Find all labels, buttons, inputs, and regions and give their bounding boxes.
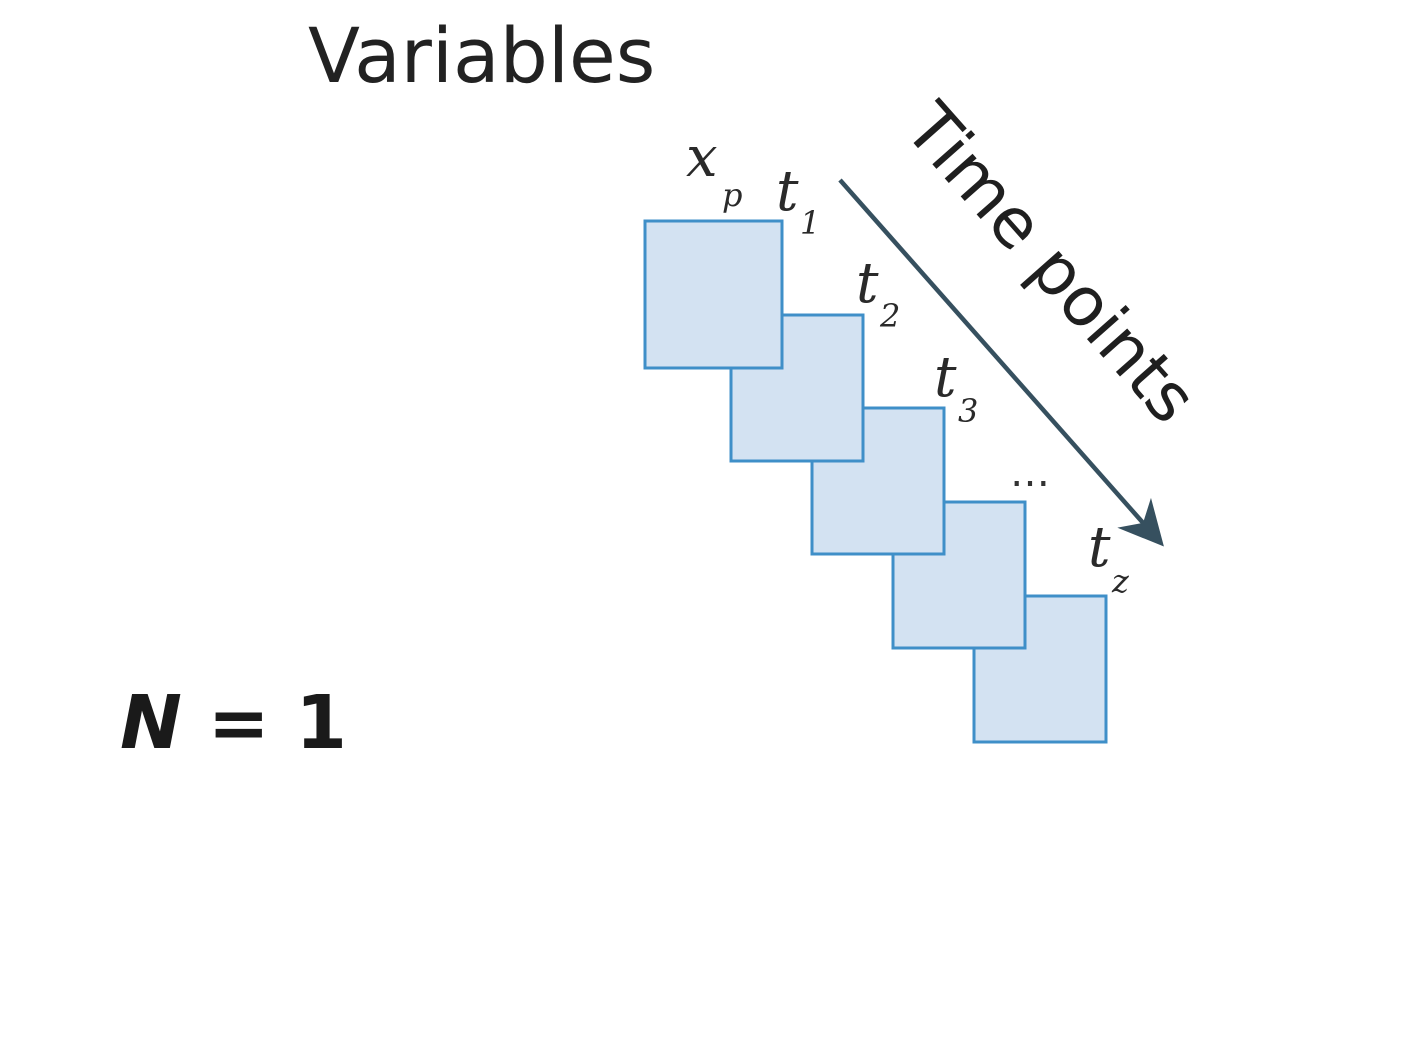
time-point-label-main: t [934,345,957,410]
time-point-label-main: t [776,159,799,224]
time-point-label-3: t 3 [934,345,978,430]
sample-size-equals: = [182,680,296,766]
time-axis-arrow [838,178,1164,547]
time-frame-1 [643,219,784,370]
time-point-label-z: t z [1088,515,1130,600]
variable-label-sub: p [722,176,742,214]
variables-heading: Variables [308,11,655,100]
time-point-label-sub: 1 [800,204,820,242]
time-point-label-main: t [1088,515,1111,580]
time-point-label-ellipsis: … [1010,450,1050,496]
sample-size-value: 1 [295,680,347,766]
sample-size-symbol: N [120,680,182,766]
time-point-label-sub: 3 [958,392,978,430]
variable-label-main: x [686,125,718,190]
time-point-frames [643,219,1108,744]
time-point-label-main: t [856,251,879,316]
time-point-labels: t 1 t 2 t 3 … t z [776,159,1130,600]
time-point-label-1: t 1 [776,159,820,242]
variable-label: x p [686,125,742,214]
time-point-label-sub: z [1111,562,1130,600]
time-point-label-sub: 2 [879,297,900,335]
sample-size-label: N = 1 [120,680,347,766]
time-point-label-main: … [1010,450,1050,496]
time-point-label-2: t 2 [856,251,900,335]
